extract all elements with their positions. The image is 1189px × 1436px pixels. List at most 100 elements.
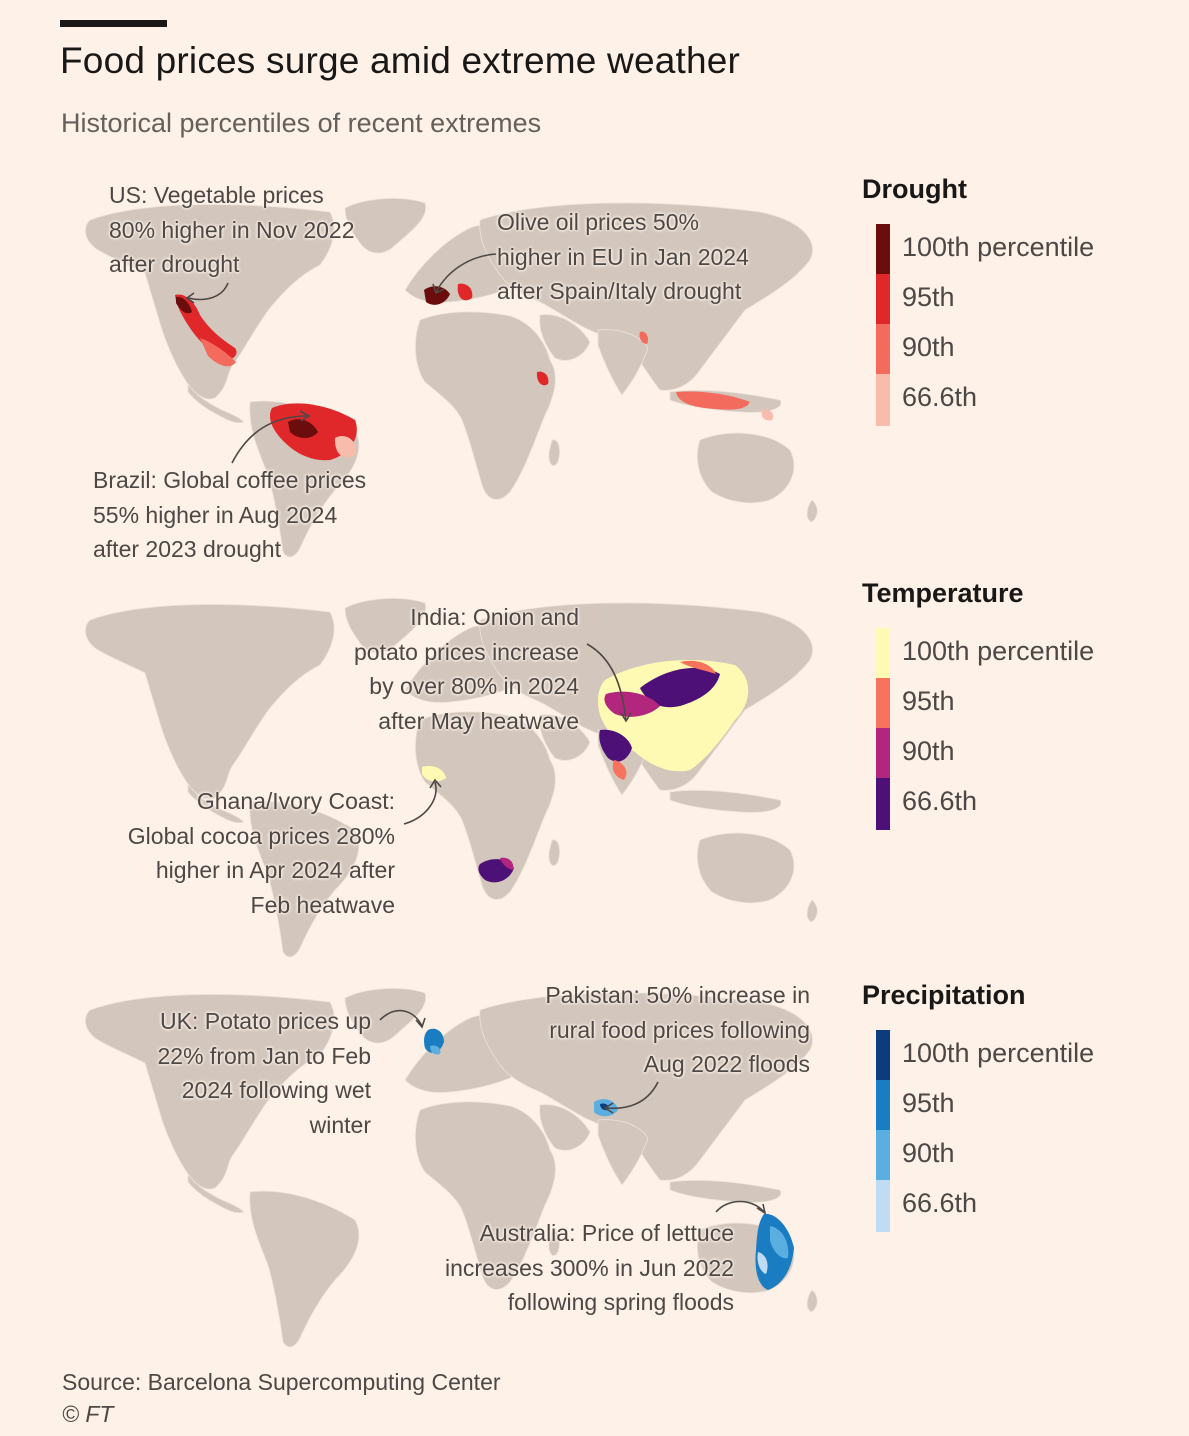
north-america-land [85,204,335,400]
drought-swatch-100 [876,224,890,274]
brazil-arrow [231,415,309,464]
drought-legend: Drought 100th percentile 95th 90th 66.6t… [862,174,1182,434]
uk-annotation-line: winter [309,1111,371,1138]
land-layer [85,198,818,558]
drought-legend-title: Drought [862,174,967,204]
precipitation-swatch-100 [876,1030,890,1080]
precipitation-legend-label: 95th [902,1088,955,1118]
greenland-land [344,198,427,254]
ghana-annotation-line: higher in Apr 2024 after [155,857,395,883]
brazil-drought-halo [334,435,357,458]
india-land [597,329,649,396]
madagascar-land [548,839,560,866]
central-america-land [187,1172,245,1214]
se-asia-islands-land [669,1180,782,1203]
africa-land [415,311,556,500]
south-america-land [249,1190,360,1348]
australia-annotation-line: increases 300% in Jun 2022 [445,1254,734,1281]
india-arrow [586,643,627,721]
asia-land [479,202,813,391]
ghana-annotation-line: Feb heatwave [250,891,395,918]
precipitation-swatch-90 [876,1130,890,1180]
australia-arrow [715,1200,765,1213]
temperature-legend-label: 90th [902,736,955,766]
australia-annotation-line: Australia: Price of lettuce [479,1220,734,1246]
pakistan-annotation-line: Pakistan: 50% increase in [545,982,810,1008]
uk-annotation-line: 2024 following wet [181,1077,371,1103]
drought-swatch-66 [876,374,890,426]
arabia-land [539,314,591,361]
temperature-legend-label: 95th [902,686,955,716]
ghana-annotation-line: Ghana/Ivory Coast: [196,788,395,814]
precipitation-world-map [85,988,818,1348]
temperature-extremes [422,660,749,883]
new-zealand-land [806,899,818,923]
drought-legend-label: 90th [902,332,955,362]
arabia-land [539,1104,591,1151]
brazil-annotation-line: after 2023 drought [93,536,281,562]
brazil-annotation-line: 55% higher in Aug 2024 [93,501,338,528]
new-zealand-land [806,499,818,523]
credit-text: © FT [62,1401,114,1427]
drought-swatch-95 [876,274,890,324]
india-land [597,1119,649,1186]
pakistan-annotation: Pakistan: 50% increase in rural food pri… [545,978,810,1082]
pakistan-heat-area [612,760,627,780]
header-rule [60,20,167,27]
india-heat-edge [604,691,660,717]
spain-drought-area [424,286,450,305]
chart-title: Food prices surge amid extreme weather [60,40,741,81]
africa-land [415,711,556,900]
precipitation-color-bar [876,1030,890,1232]
brazil-annotation-line: Brazil: Global coffee prices [93,467,367,493]
india-annotation-line: India: Onion and [410,604,579,630]
us-arrowhead [185,292,195,304]
eu-annotation-line: after Spain/Italy drought [497,278,742,304]
temperature-world-map [85,598,818,958]
brazil-drought-core [288,419,318,438]
ghana-arrow [403,781,437,825]
australia-land [696,832,795,904]
annotation-arrows [379,1009,767,1215]
precipitation-legend-title: Precipitation [862,980,1026,1010]
uk-rain-edge [430,1045,441,1055]
china-heat-area [640,667,720,708]
precipitation-swatch-95 [876,1080,890,1130]
australia-rain-halo [770,1226,789,1259]
precipitation-legend-label: 100th percentile [902,1038,1095,1068]
source-note: Source: Barcelona Supercomputing Center … [62,1366,501,1430]
precipitation-swatch-66 [876,1180,890,1232]
south-america-land [249,800,360,958]
pakistan-arrowhead [603,1102,614,1114]
drought-legend-label: 95th [902,282,955,312]
us-annotation: US: Vegetable prices 80% higher in Nov 2… [109,178,355,282]
uk-annotation-line: 22% from Jan to Feb [157,1042,372,1069]
eu-annotation: Olive oil prices 50% higher in EU in Jan… [497,205,749,309]
eu-arrow [435,253,497,293]
us-annotation-line: 80% higher in Nov 2022 [109,216,355,243]
temperature-swatch-90 [876,728,890,778]
temperature-panel: India: Onion and potato prices increase … [0,570,1189,970]
temperature-swatch-100 [876,628,890,678]
india-annotation-line: by over 80% in 2024 [369,673,579,699]
precipitation-legend: Precipitation 100th percentile 95th 90th… [862,980,1182,1240]
italy-drought-area [457,283,473,301]
central-america-land [187,382,245,424]
annotation-arrows [185,253,497,464]
pakistan-annotation-line: rural food prices following [549,1016,810,1043]
east-africa-drought-area [536,371,549,386]
madagascar-land [548,1229,560,1256]
uk-annotation-line: UK: Potato prices up [160,1008,371,1034]
drought-legend-label: 66.6th [902,382,978,412]
china-heat-ring [680,660,716,674]
uk-rain-area [424,1028,444,1053]
asia-land [479,992,813,1181]
drought-legend-label: 100th percentile [902,232,1095,262]
temperature-swatch-66 [876,778,890,830]
india-annotation-line: after May heatwave [378,707,579,734]
land-layer [85,988,818,1348]
south-africa-heat-edge [500,857,514,870]
temperature-legend-title: Temperature [862,578,1024,608]
australia-land [696,432,795,504]
pakistan-annotation-line: Aug 2022 floods [643,1051,810,1077]
